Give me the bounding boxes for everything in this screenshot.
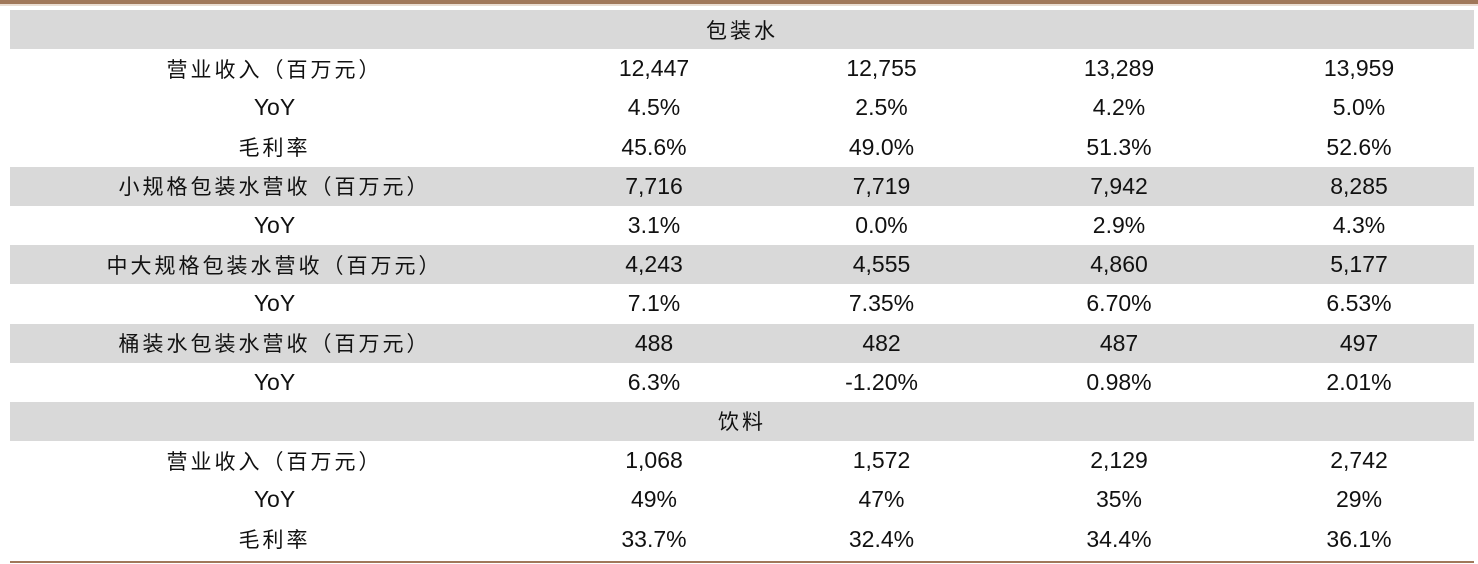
table-cell: 2.9% bbox=[1092, 212, 1146, 239]
table-cell: 4,243 bbox=[539, 245, 769, 285]
table-row: YoY 4.5% 2.5% 4.2% 5.0% bbox=[10, 88, 1474, 127]
table-cell: 36.1% bbox=[1326, 525, 1392, 552]
table-cell: 488 bbox=[539, 323, 769, 363]
bottom-rule bbox=[10, 561, 1474, 563]
table-row: 桶装水包装水营收（百万元） 488 482 487 497 bbox=[10, 323, 1475, 363]
table-cell: 4.2% bbox=[1092, 94, 1146, 121]
forecast-table: 包装水 营业收入（百万元） 12,447 12,755 13,289 13,95… bbox=[10, 10, 1475, 559]
table-cell: 47% bbox=[858, 486, 905, 513]
table-cell: 6.70% bbox=[1086, 290, 1152, 317]
table-cell: 1,068 bbox=[625, 447, 683, 474]
table-cell: 4.5% bbox=[627, 94, 681, 121]
table-cell: 482 bbox=[769, 323, 994, 363]
row-label: 毛利率 bbox=[238, 528, 311, 553]
table-cell: 4,555 bbox=[769, 245, 994, 285]
table-cell: 0.0% bbox=[855, 212, 908, 239]
table-row: YoY 6.3% -1.20% 0.98% 2.01% bbox=[10, 363, 1474, 402]
table-cell: 5.0% bbox=[1332, 94, 1386, 121]
row-label: YoY bbox=[253, 368, 296, 395]
table-cell: 4.3% bbox=[1332, 212, 1386, 239]
table-cell: 2,742 bbox=[1330, 447, 1388, 474]
row-label: YoY bbox=[253, 290, 296, 317]
table-row: YoY 3.1% 0.0% 2.9% 4.3% bbox=[10, 206, 1474, 245]
table-row: 营业收入（百万元） 1,068 1,572 2,129 2,742 bbox=[10, 441, 1474, 480]
row-label: YoY bbox=[253, 212, 296, 239]
table-cell: 7,719 bbox=[769, 166, 994, 206]
table-cell: 4,860 bbox=[994, 245, 1244, 285]
table-cell: 7,716 bbox=[539, 166, 769, 206]
top-rule bbox=[0, 0, 1478, 4]
table-cell: 52.6% bbox=[1326, 133, 1392, 160]
top-rule-shadow bbox=[0, 4, 1478, 6]
table-cell: 29% bbox=[1336, 486, 1383, 513]
table-cell: 12,755 bbox=[846, 55, 917, 82]
table-cell: 5,177 bbox=[1244, 245, 1475, 285]
table-row: YoY 49% 47% 35% 29% bbox=[10, 480, 1474, 519]
table-cell: 3.1% bbox=[627, 212, 681, 239]
table-cell: 35% bbox=[1095, 486, 1143, 513]
table-cell: 487 bbox=[994, 323, 1244, 363]
table-cell: 1,572 bbox=[852, 447, 911, 474]
row-label: YoY bbox=[253, 94, 296, 121]
row-label: 营业收入（百万元） bbox=[166, 449, 383, 474]
table-cell: 6.3% bbox=[627, 368, 681, 395]
table-cell: 0.98% bbox=[1086, 368, 1152, 395]
table-cell: 2.01% bbox=[1326, 368, 1392, 395]
table-row: 毛利率 33.7% 32.4% 34.4% 36.1% bbox=[10, 519, 1474, 558]
row-label: 毛利率 bbox=[238, 136, 311, 161]
table-cell: 2,129 bbox=[1090, 447, 1148, 474]
table-cell: 497 bbox=[1244, 323, 1475, 363]
table-cell: 7.1% bbox=[627, 290, 681, 317]
table-cell: -1.20% bbox=[845, 368, 918, 395]
table-cell: 32.4% bbox=[848, 525, 915, 552]
table-row: YoY 7.1% 7.35% 6.70% 6.53% bbox=[10, 284, 1474, 323]
table-cell: 51.3% bbox=[1086, 133, 1152, 160]
table-cell: 12,447 bbox=[618, 55, 690, 82]
table-cell: 6.53% bbox=[1326, 290, 1392, 317]
section-title: 包装水 bbox=[10, 10, 1475, 50]
table-cell: 49% bbox=[630, 486, 678, 513]
table-row: 毛利率 45.6% 49.0% 51.3% 52.6% bbox=[10, 128, 1474, 167]
section-header-row: 饮料 bbox=[10, 401, 1475, 442]
row-label: 营业收入（百万元） bbox=[166, 57, 383, 82]
table-cell: 33.7% bbox=[621, 525, 687, 552]
table-row: 营业收入（百万元） 12,447 12,755 13,289 13,959 bbox=[10, 49, 1474, 88]
row-label: 桶装水包装水营收（百万元） bbox=[10, 323, 539, 363]
table-cell: 49.0% bbox=[848, 133, 915, 160]
row-label: 中大规格包装水营收（百万元） bbox=[10, 245, 539, 285]
table-cell: 34.4% bbox=[1086, 525, 1152, 552]
table-cell: 45.6% bbox=[621, 133, 687, 160]
table-cell: 8,285 bbox=[1244, 166, 1475, 206]
table-row: 小规格包装水营收（百万元） 7,716 7,719 7,942 8,285 bbox=[10, 166, 1475, 206]
table-cell: 13,959 bbox=[1323, 55, 1395, 82]
table-cell: 7,942 bbox=[994, 166, 1244, 206]
table-cell: 7.35% bbox=[848, 290, 915, 317]
table-cell: 2.5% bbox=[855, 94, 908, 121]
row-label: YoY bbox=[253, 486, 296, 513]
section-header-row: 包装水 bbox=[10, 10, 1475, 50]
row-label: 小规格包装水营收（百万元） bbox=[10, 166, 539, 206]
table-row: 中大规格包装水营收（百万元） 4,243 4,555 4,860 5,177 bbox=[10, 245, 1475, 285]
section-title: 饮料 bbox=[10, 401, 1475, 442]
table-cell: 13,289 bbox=[1083, 55, 1155, 82]
